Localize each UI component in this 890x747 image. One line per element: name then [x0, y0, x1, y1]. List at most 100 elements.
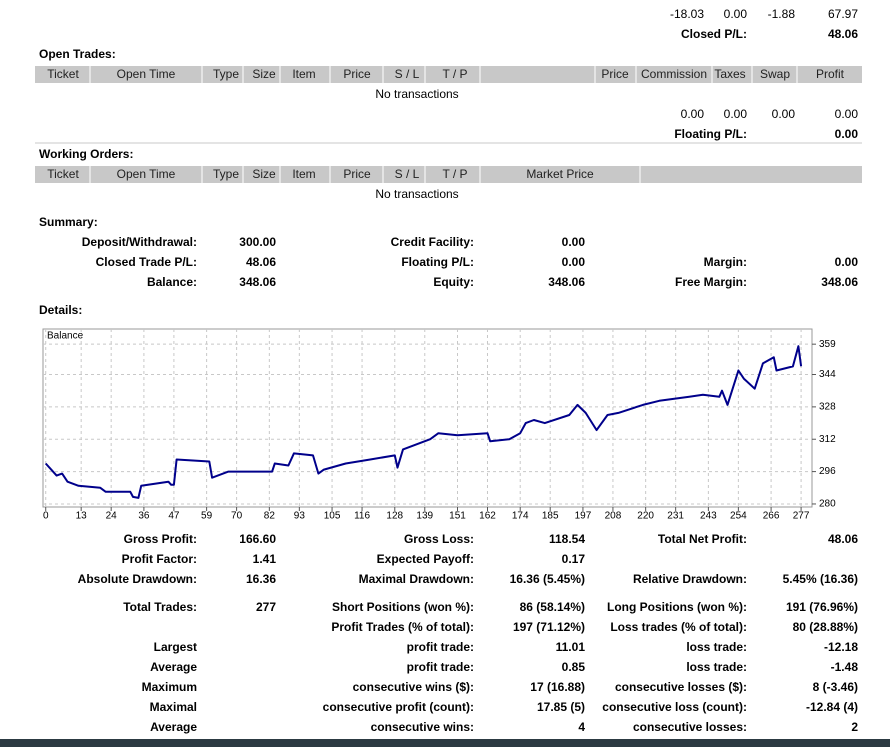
- stat-label: profit trade:: [407, 640, 474, 654]
- x-tick-label: 59: [201, 511, 213, 522]
- stat-value: 277: [256, 600, 276, 614]
- total-value: 0.00: [724, 7, 748, 21]
- x-tick-label: 70: [231, 511, 243, 522]
- bottom-bar: [0, 739, 890, 747]
- series-label: Balance: [47, 331, 84, 342]
- y-tick-label: 359: [819, 339, 836, 350]
- y-tick-label: 328: [819, 402, 836, 413]
- stat-value: 17.85 (5): [537, 700, 585, 714]
- total-value: -1.88: [768, 7, 796, 21]
- column-header: S / L: [395, 167, 420, 181]
- summary-value: 348.06: [548, 275, 585, 289]
- stat-label: Profit Trades (% of total):: [331, 620, 474, 634]
- stat-label: loss trade:: [686, 660, 747, 674]
- summary-label: Closed Trade P/L:: [96, 255, 197, 269]
- stat-value: 197 (71.12%): [513, 620, 585, 634]
- x-tick-label: 197: [575, 511, 592, 522]
- stat-value: 166.60: [239, 532, 276, 546]
- empty-note: No transactions: [375, 87, 458, 101]
- y-tick-label: 344: [819, 369, 836, 380]
- x-tick-label: 277: [793, 511, 810, 522]
- total-label: Floating P/L:: [674, 127, 747, 141]
- stat-label: Gross Loss:: [404, 532, 474, 546]
- column-header: Price: [601, 67, 629, 81]
- total-value: 0.00: [772, 107, 796, 121]
- column-header: Size: [252, 67, 276, 81]
- column-header: Open Time: [117, 167, 176, 181]
- summary-label: Equity:: [433, 275, 474, 289]
- stat-value: -12.84 (4): [806, 700, 858, 714]
- stat-label: Loss trades (% of total):: [610, 620, 747, 634]
- summary-value: 0.00: [562, 235, 586, 249]
- stat-value: 5.45% (16.36): [783, 572, 858, 586]
- summary-label: Deposit/Withdrawal:: [82, 235, 197, 249]
- stat-label: Gross Profit:: [124, 532, 197, 546]
- stat-label: Maximal: [150, 700, 197, 714]
- chart-frame: [42, 328, 813, 508]
- stat-label: Total Trades:: [123, 600, 197, 614]
- stat-label: consecutive losses ($):: [615, 680, 747, 694]
- stat-value: -1.48: [831, 660, 859, 674]
- x-tick-label: 208: [605, 511, 622, 522]
- stat-value: 191 (76.96%): [786, 600, 858, 614]
- total-label: Closed P/L:: [681, 27, 747, 41]
- stat-label: consecutive losses:: [633, 720, 747, 734]
- stat-label: Short Positions (won %):: [332, 600, 474, 614]
- stat-label: Total Net Profit:: [658, 532, 747, 546]
- stat-value: 80 (28.88%): [793, 620, 858, 634]
- column-header: Size: [252, 167, 276, 181]
- stat-value: 118.54: [549, 532, 585, 546]
- stat-value: -12.18: [824, 640, 858, 654]
- stat-value: 11.01: [556, 640, 586, 654]
- total-value: -18.03: [670, 7, 704, 21]
- x-tick-label: 13: [76, 511, 88, 522]
- working-orders-header: [35, 166, 862, 183]
- stat-value: 86 (58.14%): [520, 600, 585, 614]
- x-tick-label: 139: [416, 511, 433, 522]
- summary-label: Margin:: [704, 255, 747, 269]
- stat-label: consecutive wins ($):: [353, 680, 474, 694]
- total-value: 0.00: [835, 127, 859, 141]
- column-header: Item: [292, 167, 315, 181]
- x-tick-label: 105: [324, 511, 341, 522]
- section-title: Details:: [39, 303, 82, 317]
- stat-label: consecutive wins:: [371, 720, 474, 734]
- column-header: Type: [213, 67, 239, 81]
- column-header: Type: [213, 167, 239, 181]
- x-tick-label: 82: [264, 511, 276, 522]
- x-tick-label: 0: [43, 511, 49, 522]
- open-trades-header: [35, 66, 862, 83]
- summary-value: 348.06: [239, 275, 276, 289]
- stat-value: 8 (-3.46): [813, 680, 858, 694]
- y-tick-label: 280: [819, 499, 836, 510]
- stat-label: Absolute Drawdown:: [78, 572, 197, 586]
- summary-value: 0.00: [562, 255, 586, 269]
- total-value: 67.97: [828, 7, 858, 21]
- stat-value: 0.17: [562, 552, 586, 566]
- total-value: 0.00: [724, 107, 748, 121]
- stat-value: 2: [851, 720, 858, 734]
- column-header: Taxes: [714, 67, 745, 81]
- total-value: 48.06: [828, 27, 858, 41]
- x-tick-label: 162: [479, 511, 496, 522]
- column-header: Item: [292, 67, 315, 81]
- x-tick-label: 116: [354, 511, 370, 522]
- stat-label: Relative Drawdown:: [633, 572, 747, 586]
- stat-label: Average: [150, 660, 197, 674]
- column-header: Ticket: [47, 67, 79, 81]
- column-header: S / L: [395, 67, 420, 81]
- stat-value: 0.85: [562, 660, 586, 674]
- y-tick-label: 312: [819, 434, 836, 445]
- column-header: Open Time: [117, 67, 176, 81]
- x-tick-label: 174: [512, 511, 529, 522]
- x-tick-label: 243: [700, 511, 717, 522]
- x-tick-label: 36: [138, 511, 150, 522]
- x-tick-label: 266: [763, 511, 780, 522]
- column-header: Profit: [816, 67, 845, 81]
- stat-label: Maximal Drawdown:: [359, 572, 474, 586]
- total-value: 0.00: [681, 107, 705, 121]
- summary-value: 0.00: [835, 255, 859, 269]
- stat-value: 1.41: [253, 552, 277, 566]
- summary-value: 300.00: [239, 235, 276, 249]
